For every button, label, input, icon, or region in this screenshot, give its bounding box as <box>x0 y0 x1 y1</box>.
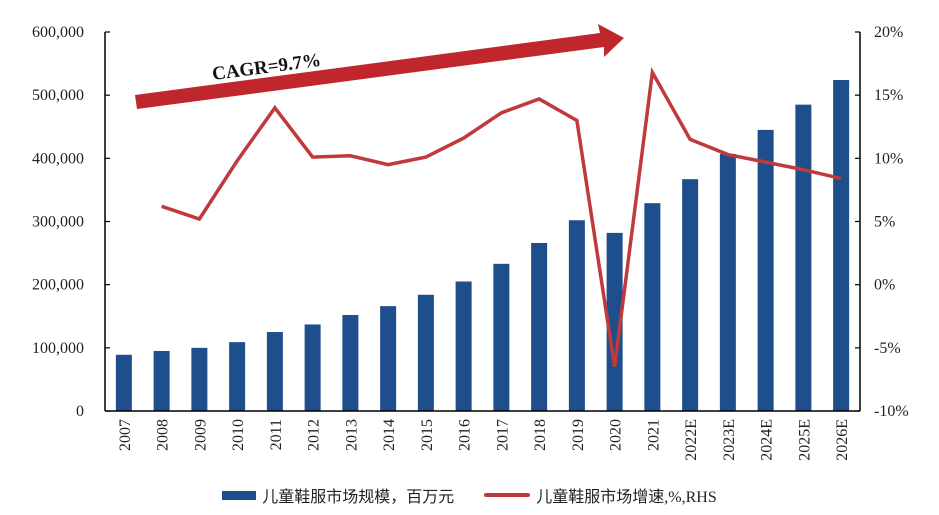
bar-2007 <box>115 354 132 411</box>
x-axis-category-label: 2018 <box>532 419 549 451</box>
x-axis-category-label: 2010 <box>230 419 247 451</box>
chart-canvas: 0 100,000 200,000 300,000 400,000 500,000 600,… <box>32 24 909 461</box>
legend-item-market-size: 儿童鞋服市场规模，百万元 <box>222 483 454 507</box>
x-axis-category-label: 2019 <box>570 419 587 451</box>
x-axis-category-label: 2011 <box>268 419 285 450</box>
bar-2015 <box>417 294 434 411</box>
bar-2010 <box>229 342 246 411</box>
x-axis-category-label: 2023E <box>721 419 738 461</box>
legend-item-growth-rate: 儿童鞋服市场增速,%,RHS <box>484 483 717 507</box>
x-axis-category-label: 2007 <box>117 419 134 451</box>
x-axis-category-label: 2008 <box>155 419 172 451</box>
left-axis-tick-label: 600,000 <box>32 24 84 41</box>
right-axis-tick-label: 0% <box>874 277 895 294</box>
legend: 儿童鞋服市场规模，百万元 儿童鞋服市场增速,%,RHS <box>0 480 939 510</box>
legend-label-growth-rate: 儿童鞋服市场增速,%,RHS <box>536 489 717 506</box>
axes: 0 100,000 200,000 300,000 400,000 500,000 600,… <box>32 24 909 420</box>
legend-label-market-size: 儿童鞋服市场规模，百万元 <box>262 489 455 506</box>
x-axis-category-label: 2012 <box>306 419 323 451</box>
left-axis-tick-label: 200,000 <box>32 277 84 294</box>
bar-2014 <box>380 306 397 411</box>
right-axis-tick-label: 10% <box>874 150 903 167</box>
left-axis-tick-label: 400,000 <box>32 150 84 167</box>
bar-2019 <box>568 220 585 411</box>
left-axis-tick-label: 100,000 <box>32 340 84 357</box>
bar-2009 <box>191 347 208 411</box>
cagr-annotation: CAGR=9.7% <box>135 24 624 109</box>
right-axis-tick-label: -5% <box>874 340 901 357</box>
right-axis-tick-label: -10% <box>874 403 909 420</box>
right-axis-tick-label: 20% <box>874 24 903 41</box>
bar-2012 <box>304 324 321 411</box>
bar-2008 <box>153 350 170 411</box>
left-axis-tick-label: 500,000 <box>32 87 84 104</box>
line-swatch-icon <box>484 493 531 497</box>
bar-2024E <box>757 129 774 412</box>
left-axis-tick-label: 300,000 <box>32 214 84 231</box>
x-axis-category-label: 2015 <box>419 419 436 451</box>
bar-swatch-icon <box>222 490 257 500</box>
x-axis-category-label: 2024E <box>759 419 776 461</box>
bar-2018 <box>531 242 548 411</box>
x-axis-category-label: 2014 <box>381 419 398 451</box>
x-axis-category-label: 2021 <box>645 419 662 451</box>
bar-2016 <box>455 281 472 411</box>
x-axis-category-labels: 2007 2008 2009 2010 2011 2012 2013 2014 2015 2016… <box>117 419 851 461</box>
x-axis-category-label: 2013 <box>343 419 360 451</box>
bar-series-market-size <box>115 80 850 412</box>
x-axis-category-label: 2016 <box>457 419 474 451</box>
cagr-arrow-icon <box>135 24 624 109</box>
x-axis-category-label: 2020 <box>608 419 625 451</box>
bar-2017 <box>493 263 510 411</box>
bar-2025E <box>795 104 812 412</box>
x-axis-category-label: 2009 <box>192 419 209 451</box>
right-axis-tick-label: 15% <box>874 87 903 104</box>
x-axis-category-label: 2026E <box>834 419 851 461</box>
bar-2020 <box>606 232 623 411</box>
right-axis-tick-label: 5% <box>874 214 895 231</box>
bar-2013 <box>342 314 359 411</box>
x-axis-category-label: 2022E <box>683 419 700 461</box>
growth-rate-line <box>161 66 842 368</box>
left-axis-tick-label: 0 <box>76 403 84 420</box>
bar-2021 <box>644 203 661 411</box>
x-axis-category-label: 2025E <box>796 419 813 461</box>
line-series-growth-rate <box>161 66 842 368</box>
bar-2023E <box>719 153 736 411</box>
bar-2011 <box>266 332 283 411</box>
bar-2022E <box>682 179 699 411</box>
x-axis-category-label: 2017 <box>494 419 511 451</box>
bar-2026E <box>833 80 850 412</box>
